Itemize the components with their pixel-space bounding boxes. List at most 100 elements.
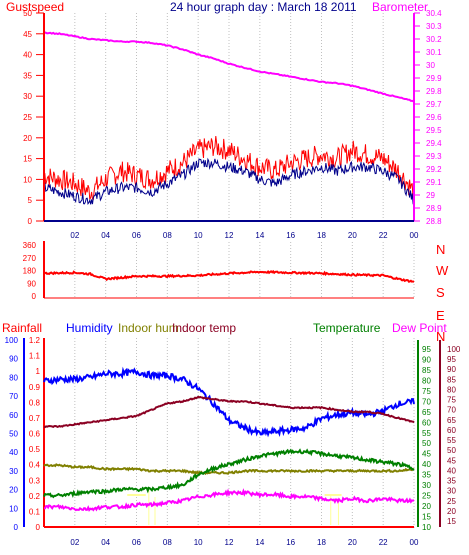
x-tick-label-climate: 22 [379,538,388,547]
x-tick-label-climate: 02 [70,538,79,547]
humidity-tick-label: 80 [9,373,18,382]
rainfall-tick-label: 0.8 [29,398,41,407]
compass-label: N [436,329,445,344]
rainfall-tick-label: 0.2 [29,492,41,501]
temperature-tick-label: 35 [422,471,431,480]
humidity-tick-label: 60 [9,411,18,420]
x-tick-label-climate: 04 [101,538,110,547]
dewpoint-tick-label: 35 [447,477,456,486]
humidity-tick-label: 100 [5,336,19,345]
baro-tick-label: 29.2 [426,165,442,174]
temperature-line [43,448,415,499]
chart-title: 24 hour graph day : March 18 2011 [170,0,357,14]
x-tick-label-wind: 06 [132,231,141,240]
x-tick-label-climate: 12 [225,538,234,547]
humidity-line [43,366,415,438]
barometer-line [43,31,415,103]
dir-tick-label: 360 [23,241,37,250]
temperature-tick-label: 85 [422,366,431,375]
temperature-tick-label: 50 [422,439,431,448]
rainfall-tick-label: 1.2 [29,336,41,345]
dir-tick-label: 180 [23,267,37,276]
compass-label: E [436,308,445,323]
gust-tick-label: 50 [23,9,32,18]
temperature-tick-label: 10 [422,523,431,532]
rainfall-tick-label: 0.3 [29,476,41,485]
temperature-tick-label: 90 [422,355,431,364]
baro-tick-label: 29.8 [426,87,442,96]
direction-line [43,269,415,283]
dewpoint-tick-label: 60 [447,426,456,435]
x-tick-label-wind: 10 [194,231,203,240]
dewpoint-tick-label: 50 [447,446,456,455]
temperature-tick-label: 20 [422,502,431,511]
x-tick-label-wind: 14 [255,231,264,240]
temperature-tick-label: 95 [422,345,431,354]
humidity-tick-label: 70 [9,392,18,401]
baro-tick-label: 29.9 [426,74,442,83]
dewpoint-tick-label: 100 [447,345,461,354]
rainfall-tick-label: 1.1 [29,352,41,361]
x-tick-label-climate: 18 [317,538,326,547]
temperature-tick-label: 55 [422,429,431,438]
rainfall-tick-label: 0.1 [29,507,41,516]
dewpoint-tick-label: 55 [447,436,456,445]
temperature-tick-label: 45 [422,450,431,459]
legend-rainfall: Rainfall [2,321,42,335]
humidity-tick-label: 90 [9,355,18,364]
x-tick-label-wind: 04 [101,231,110,240]
baro-tick-label: 30.2 [426,35,442,44]
humidity-tick-label: 0 [14,523,19,532]
temperature-tick-label: 60 [422,418,431,427]
indoor-temp-line [43,395,415,429]
gust-tick-label: 20 [23,134,32,143]
gust-line [43,136,415,200]
gust-tick-label: 45 [23,30,32,39]
x-tick-label-climate: 08 [163,538,172,547]
dewpoint-line [43,488,415,512]
compass-label: S [436,285,445,300]
temperature-tick-label: 70 [422,397,431,406]
gust-tick-label: 15 [23,155,32,164]
temperature-tick-label: 15 [422,513,431,522]
dewpoint-tick-label: 95 [447,355,456,364]
temperature-tick-label: 30 [422,481,431,490]
x-tick-label-wind: 12 [225,231,234,240]
humidity-tick-label: 20 [9,486,18,495]
dewpoint-tick-label: 25 [447,497,456,506]
rainfall-tick-label: 0.4 [29,461,41,470]
dewpoint-tick-label: 75 [447,396,456,405]
dewpoint-tick-label: 65 [447,416,456,425]
baro-tick-label: 30.4 [426,9,442,18]
rainfall-tick-label: 0.5 [29,445,41,454]
gust-tick-label: 35 [23,71,32,80]
temperature-tick-label: 75 [422,387,431,396]
baro-tick-label: 29.5 [426,126,442,135]
humidity-tick-label: 30 [9,467,18,476]
legend-indoor-hum: Indoor hum [118,321,179,335]
x-tick-label-climate: 00 [410,538,419,547]
legend-humidity: Humidity [66,321,113,335]
x-tick-label-climate: 10 [194,538,203,547]
legend-temperature: Temperature [313,321,381,335]
legend-indoor-temp: Indoor temp [172,321,236,335]
dewpoint-tick-label: 90 [447,365,456,374]
dewpoint-tick-label: 40 [447,466,456,475]
barometer-label: Barometer [372,0,428,14]
x-tick-label-climate: 20 [348,538,357,547]
humidity-tick-label: 10 [9,504,18,513]
dewpoint-tick-label: 30 [447,487,456,496]
baro-tick-label: 29.4 [426,139,442,148]
x-tick-label-wind: 18 [317,231,326,240]
baro-tick-label: 28.8 [426,217,442,226]
compass-label: W [436,263,449,278]
gust-tick-label: 5 [28,196,33,205]
baro-tick-label: 30.1 [426,48,442,57]
legend-dew-point: Dew Point [392,321,447,335]
dir-tick-label: 0 [32,292,37,301]
x-tick-label-wind: 16 [286,231,295,240]
temperature-tick-label: 65 [422,408,431,417]
dewpoint-tick-label: 85 [447,375,456,384]
gustspeed-label: Gustspeed [6,0,64,14]
